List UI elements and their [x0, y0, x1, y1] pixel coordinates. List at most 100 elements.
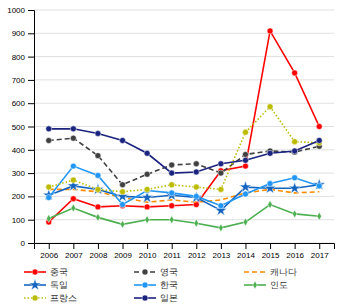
- series-marker: [120, 182, 126, 188]
- tick: 700: [12, 76, 34, 85]
- series-line: [49, 185, 319, 211]
- tick-label: 700: [12, 76, 26, 85]
- series-marker: [166, 189, 178, 200]
- tick: 400: [12, 146, 34, 155]
- axis-line: [28, 11, 35, 244]
- series-marker: [267, 150, 273, 156]
- tick: 2012: [188, 243, 206, 260]
- series-marker: [169, 203, 175, 209]
- series-marker: [120, 137, 126, 143]
- series-marker: [169, 182, 175, 188]
- tick-label: 400: [12, 146, 26, 155]
- series-marker: [242, 151, 248, 157]
- series-marker: [193, 184, 199, 190]
- tick-mark: [28, 10, 34, 11]
- series-marker: [169, 190, 175, 196]
- grid-line: [34, 33, 334, 34]
- series-marker: [218, 170, 224, 176]
- legend-item: 캐나다: [244, 267, 297, 277]
- series-marker: [95, 172, 101, 178]
- series-marker: [46, 126, 52, 132]
- tick: 2006: [40, 243, 58, 260]
- tick-label: 900: [12, 29, 26, 38]
- legend-marker: [32, 295, 38, 301]
- tick: 800: [12, 53, 34, 62]
- series-marker: [242, 129, 248, 135]
- chart-container: 2006200720082009201020112012201320142015…: [0, 0, 346, 308]
- series-marker: [70, 163, 76, 169]
- tick-mark: [28, 57, 34, 58]
- chart-svg: 2006200720082009201020112012201320142015…: [0, 0, 346, 308]
- series: [46, 163, 322, 209]
- grid: [34, 10, 334, 243]
- series-marker: [70, 177, 76, 183]
- series-marker: [316, 124, 322, 130]
- series-marker: [120, 220, 125, 228]
- tick: 2015: [262, 243, 280, 260]
- series-marker: [92, 183, 104, 194]
- tick-label: 2015: [262, 251, 280, 260]
- series-marker: [120, 202, 126, 208]
- series-marker: [70, 135, 76, 141]
- tick-mark: [28, 243, 34, 244]
- series-marker: [219, 224, 224, 232]
- series-marker: [242, 157, 248, 163]
- legend-item: 독일: [24, 279, 68, 290]
- legend: 중국영국캐나다독일한국인도프랑스일본: [24, 267, 297, 303]
- series-marker: [316, 137, 322, 143]
- series-marker: [71, 204, 76, 212]
- series-marker: [120, 189, 126, 195]
- series-marker: [169, 170, 175, 176]
- legend-item: 일본: [134, 293, 178, 303]
- series-marker: [96, 213, 101, 221]
- series-marker: [267, 104, 273, 110]
- legend-item: 영국: [134, 267, 178, 277]
- tick: 300: [12, 169, 34, 178]
- series-marker: [243, 218, 248, 226]
- series-marker: [317, 212, 322, 220]
- tick-mark: [270, 243, 271, 249]
- tick-mark: [172, 243, 173, 249]
- axis-line: [35, 244, 335, 250]
- tick: 2009: [114, 243, 132, 260]
- series-line: [49, 205, 319, 228]
- legend-label: 일본: [160, 293, 178, 303]
- tick-mark: [221, 243, 222, 249]
- series-marker: [169, 162, 175, 168]
- tick-label: 300: [12, 169, 26, 178]
- tick-label: 800: [12, 53, 26, 62]
- tick-mark: [245, 243, 246, 249]
- tick-label: 500: [12, 123, 26, 132]
- series-line: [49, 138, 319, 185]
- grid-line: [34, 103, 334, 104]
- series-marker: [292, 175, 298, 181]
- series-marker: [169, 216, 174, 224]
- x-axis: 2006200720082009201020112012201320142015…: [35, 243, 335, 260]
- tick-mark: [49, 243, 50, 249]
- tick-label: 200: [12, 192, 26, 201]
- tick-mark: [98, 243, 99, 249]
- tick-mark: [28, 196, 34, 197]
- tick-label: 2009: [114, 251, 132, 260]
- tick: 600: [12, 99, 34, 108]
- series-marker: [46, 195, 52, 201]
- tick-label: 0: [21, 239, 26, 248]
- tick-mark: [28, 33, 34, 34]
- tick-label: 1000: [7, 6, 25, 15]
- plot-area: 2006200720082009201020112012201320142015…: [7, 6, 334, 260]
- series-marker: [95, 153, 101, 159]
- series-marker: [218, 186, 224, 192]
- tick-mark: [28, 173, 34, 174]
- series-marker: [292, 70, 298, 76]
- series-marker: [193, 161, 199, 167]
- legend-label: 캐나다: [270, 267, 297, 277]
- tick-label: 2017: [311, 251, 329, 260]
- series-marker: [144, 204, 150, 210]
- tick-mark: [28, 150, 34, 151]
- grid-line: [34, 219, 334, 220]
- legend-swatch: [244, 271, 266, 273]
- tick: 200: [12, 192, 34, 201]
- tick-mark: [147, 243, 148, 249]
- legend-marker: [29, 279, 41, 290]
- series-marker: [242, 191, 248, 197]
